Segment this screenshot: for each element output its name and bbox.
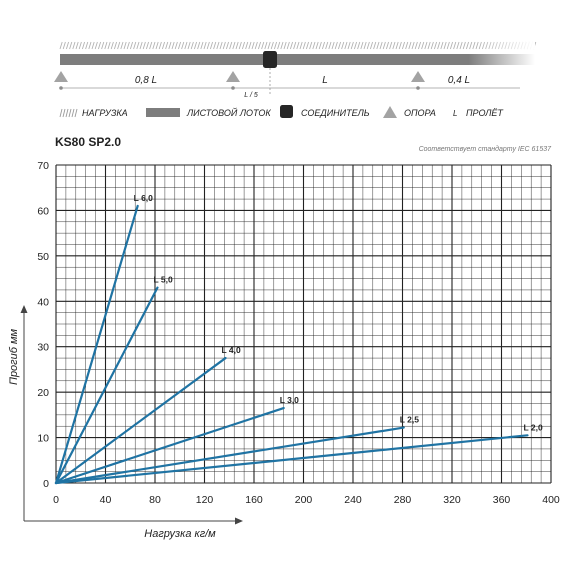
series-label: L 3,0 bbox=[280, 395, 299, 405]
x-axis-title: Нагрузка кг/м bbox=[144, 528, 216, 540]
support-icon-2 bbox=[226, 71, 240, 82]
legend-span-label: ПРОЛЁТ bbox=[466, 108, 504, 118]
x-tick-label: 200 bbox=[295, 494, 313, 506]
series-label: L 6,0 bbox=[134, 193, 153, 203]
series-line bbox=[54, 426, 405, 485]
legend-connector-label: СОЕДИНИТЕЛЬ bbox=[301, 108, 370, 118]
load-hatch-fade bbox=[60, 42, 535, 49]
standard-note: Соответствует стандарту IEC 61537 bbox=[419, 145, 553, 153]
y-tick-label: 50 bbox=[37, 251, 49, 263]
dimension-label-bg bbox=[123, 74, 169, 85]
connector-block bbox=[263, 51, 277, 68]
x-tick-label: 400 bbox=[542, 494, 560, 506]
tray-bar bbox=[60, 54, 535, 65]
series-layer: L 6,0 L 5,0 L 4,0 L 3,0 L 2,5 L 2,0 bbox=[54, 193, 543, 485]
legend-connector-icon bbox=[280, 105, 293, 118]
series-label: L 5,0 bbox=[153, 275, 172, 285]
tick-labels: 0 40 80 120 160 200 240 280 320 360 400 0 10 20 30 40 50… bbox=[37, 160, 560, 506]
legend-load-label: НАГРУЗКА bbox=[82, 108, 128, 118]
span-label-right: 0,4 L bbox=[448, 75, 470, 86]
y-tick-label: 70 bbox=[37, 160, 49, 172]
legend-hatch-stroke bbox=[62, 108, 66, 118]
dimension-label-bg bbox=[313, 74, 337, 85]
x-tick-label: 240 bbox=[344, 494, 362, 506]
series-line bbox=[54, 434, 529, 485]
dimension-lines bbox=[61, 68, 520, 96]
plot-area: L 6,0 L 5,0 L 4,0 L 3,0 L 2,5 L 2,0 0 40 80 120 1… bbox=[37, 160, 560, 506]
legend-hatch-stroke bbox=[71, 108, 75, 118]
legend-load-icon bbox=[59, 108, 78, 118]
series-label: L 4,0 bbox=[222, 345, 241, 355]
span-label-left: 0,8 L bbox=[135, 75, 157, 86]
series-line bbox=[54, 356, 227, 485]
dimension-dot bbox=[416, 86, 420, 90]
chart-title: KS80 SP2.0 bbox=[55, 135, 121, 149]
y-tick-label: 10 bbox=[37, 433, 49, 445]
dimension-dot bbox=[231, 86, 235, 90]
x-tick-label: 80 bbox=[149, 494, 161, 506]
support-icon-3 bbox=[411, 71, 425, 82]
legend-support-icon bbox=[383, 106, 397, 118]
dimension-label-bg bbox=[442, 74, 476, 85]
grid bbox=[55, 164, 552, 484]
x-tick-label: 0 bbox=[53, 494, 59, 506]
x-axis-arrowhead bbox=[235, 517, 243, 525]
legend-hatch-stroke bbox=[68, 108, 72, 118]
x-tick-label: 160 bbox=[245, 494, 263, 506]
series-label: L 2,0 bbox=[523, 422, 542, 432]
x-tick-label: 320 bbox=[443, 494, 461, 506]
legend-tray-label: ЛИСТОВОЙ ЛОТОК bbox=[186, 107, 271, 118]
fifth-span-label: L / 5 bbox=[244, 92, 258, 99]
x-tick-label: 120 bbox=[196, 494, 214, 506]
y-axis-arrowhead bbox=[20, 305, 28, 313]
series-line bbox=[54, 286, 159, 485]
series-line bbox=[54, 204, 139, 485]
y-tick-label: 20 bbox=[37, 387, 49, 399]
legend-hatch-stroke bbox=[65, 108, 69, 118]
y-axis-title: Прогиб мм bbox=[8, 329, 20, 386]
y-tick-label: 0 bbox=[43, 478, 49, 490]
y-tick-label: 30 bbox=[37, 342, 49, 354]
legend-span-symbol: L bbox=[453, 109, 457, 118]
legend-tray-icon bbox=[146, 108, 180, 117]
series-label: L 2,5 bbox=[400, 415, 419, 425]
span-label-middle: L bbox=[322, 75, 328, 86]
dimension-dot bbox=[59, 86, 63, 90]
x-tick-label: 360 bbox=[493, 494, 511, 506]
legend: НАГРУЗКА ЛИСТОВОЙ ЛОТОК СОЕДИНИТЕЛЬ ОПОР… bbox=[59, 105, 504, 118]
legend-hatch-stroke bbox=[59, 108, 63, 118]
legend-support-label: ОПОРА bbox=[404, 108, 436, 118]
legend-hatch-stroke bbox=[74, 108, 78, 118]
beam-diagram: 0,8 L L 0,4 L L / 5 bbox=[54, 41, 537, 99]
x-tick-label: 40 bbox=[100, 494, 112, 506]
y-tick-label: 60 bbox=[37, 205, 49, 217]
axis-arrows bbox=[23, 310, 238, 522]
x-tick-label: 280 bbox=[394, 494, 412, 506]
dimension-dots bbox=[59, 86, 420, 90]
support-icon-1 bbox=[54, 71, 68, 82]
y-tick-label: 40 bbox=[37, 296, 49, 308]
series-line bbox=[54, 406, 285, 485]
